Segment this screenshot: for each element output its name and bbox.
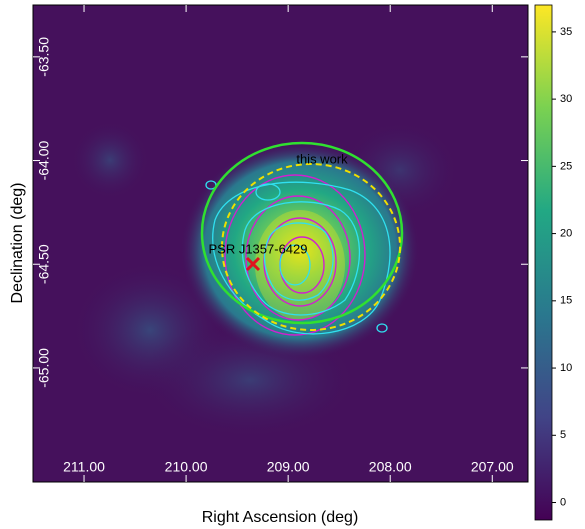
x-tick-label: 210.00 [165,459,208,475]
colorbar-tick-label: 30 [560,93,572,105]
colorbar [534,4,553,521]
colorbar-tick-label: 15 [560,295,572,307]
y-tick-label: -64.00 [36,140,52,180]
x-tick-label: 207.00 [471,459,514,475]
y-tick-label: -63.50 [36,37,52,77]
frame [32,4,529,483]
psr-marker [245,256,261,272]
annotation: PSR J1357-6429 [208,241,307,256]
magenta-contours [224,174,366,336]
x-tick-label: 208.00 [369,459,412,475]
x-tick-label: 209.00 [267,459,310,475]
y-tick-label: -64.50 [36,244,52,284]
y-tick-label: -65.00 [36,348,52,388]
colorbar-tick-label: 20 [560,227,572,239]
colorbar-tick-label: 25 [560,160,572,172]
annotation: this work [296,151,348,166]
colorbar-tick-label: 10 [560,362,572,374]
green-circle [200,141,404,325]
x-tick-label: 211.00 [63,459,105,475]
colorbar-tick-label: 0 [560,496,566,508]
colorbar-tick-label: 35 [560,26,572,38]
map [33,5,528,482]
x-axis-label: Right Ascension (deg) [202,509,359,526]
yellow-circle [221,163,401,331]
y-axis-label: Declination (deg) [9,183,26,304]
colorbar-tick-label: 5 [560,429,566,441]
